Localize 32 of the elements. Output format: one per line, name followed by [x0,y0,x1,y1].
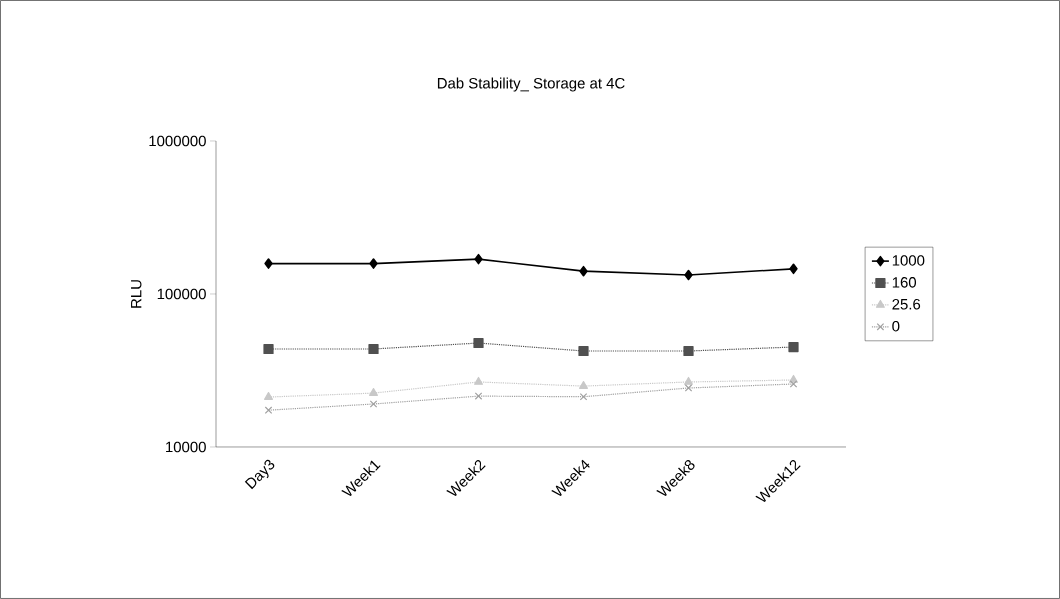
y-tick-label: 10000 [166,441,206,453]
legend-label: 1000 [892,255,925,266]
point [788,341,799,353]
legend-label: 0 [892,320,900,332]
point [789,380,798,388]
point [578,345,589,357]
y-axis-title: RLU [131,280,142,308]
point [579,392,588,401]
y-tick-label: 100000 [157,288,206,300]
point [369,258,378,269]
point [368,343,379,355]
point [684,269,693,281]
chart-title: Dab Stability_ Storage at 4C [437,77,625,92]
point [789,263,798,275]
point [264,258,273,269]
point [683,345,694,357]
point [263,343,274,355]
point [684,384,693,392]
point [264,391,274,400]
legend-label: 25.6 [892,298,921,310]
point [579,380,588,389]
point [684,376,693,385]
point [474,376,483,385]
legend-label: 160 [892,277,917,288]
y-tick-label: 1000000 [149,135,206,147]
point [579,265,588,277]
point [264,406,273,414]
point [369,387,378,396]
point [473,337,484,349]
point [369,400,378,408]
point [474,392,483,400]
point [474,253,483,265]
